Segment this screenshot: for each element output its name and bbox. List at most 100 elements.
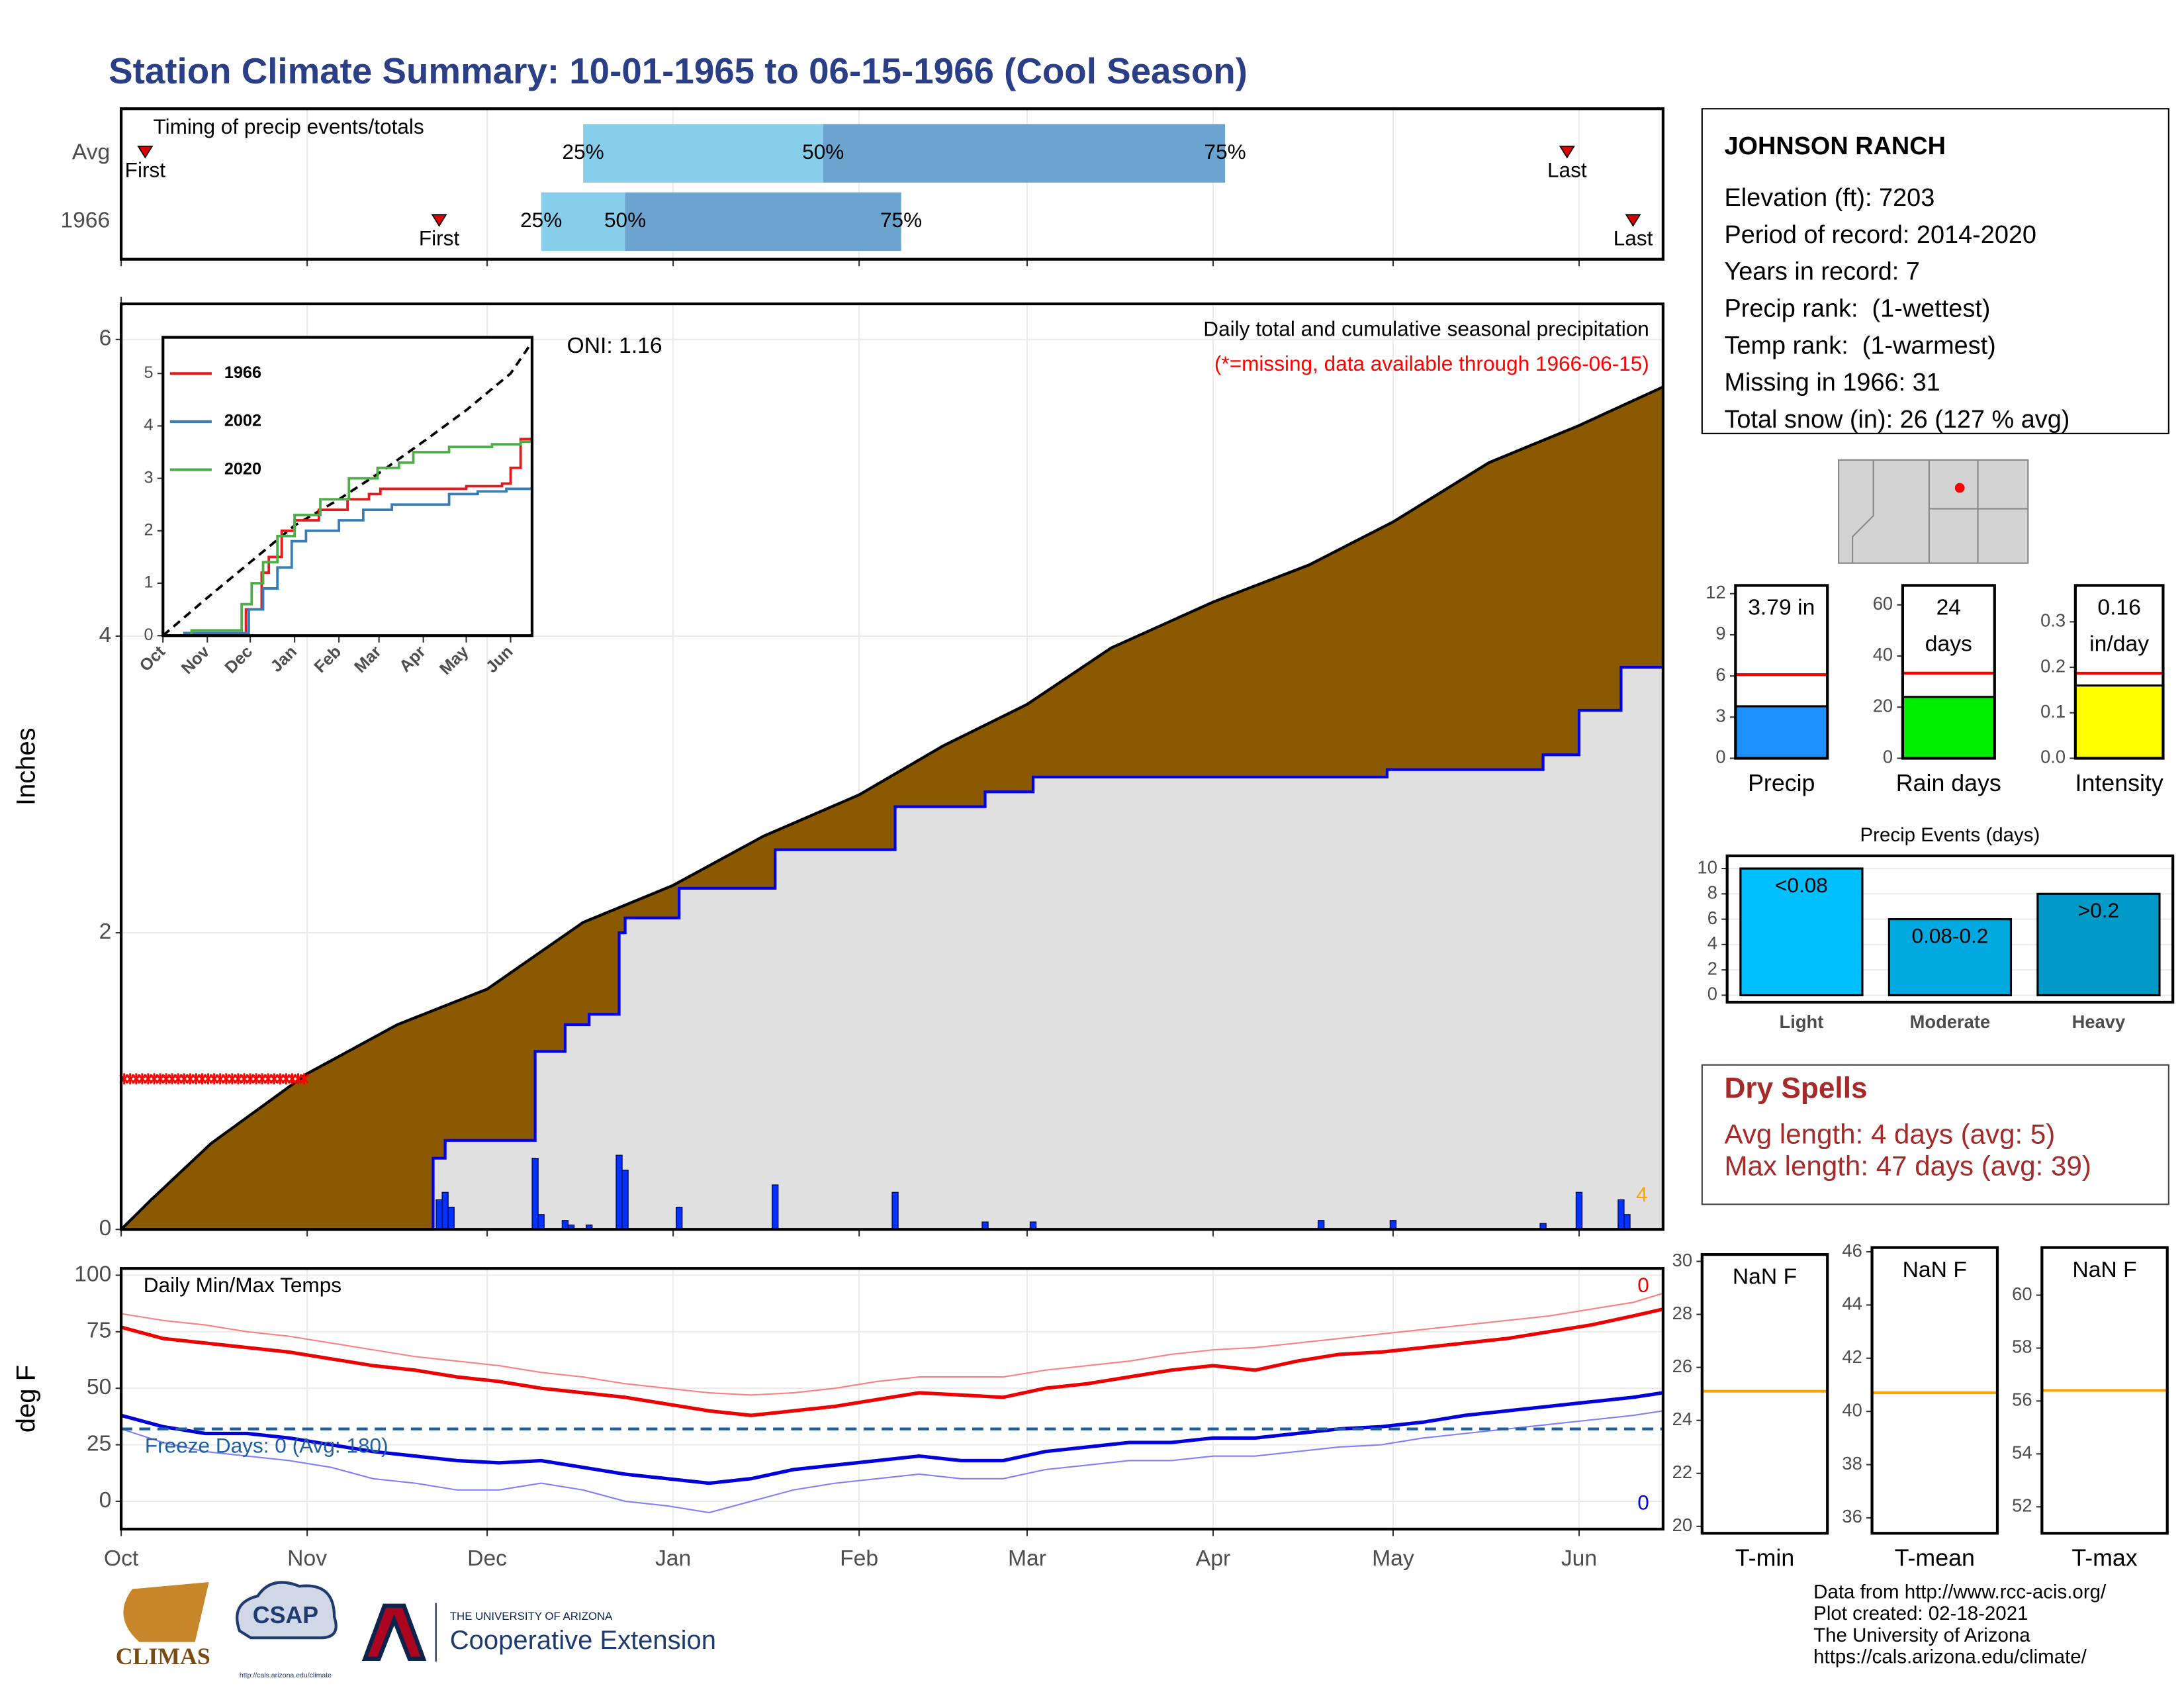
plot-frame: [1870, 1246, 1999, 1535]
climas-logo-shape: [123, 1581, 209, 1642]
dry-spells-box: [1701, 1064, 2169, 1205]
station-box: [1701, 108, 2169, 434]
y-tick-label: 40: [1873, 644, 1893, 665]
y-tick-label: 9: [1715, 623, 1725, 643]
y-tick-label: 60: [2012, 1284, 2032, 1304]
category-label: T-min: [1735, 1545, 1794, 1571]
csap-url: http://cals.arizona.edu/climate: [240, 1671, 332, 1679]
value-label: NaN F: [1902, 1258, 1967, 1283]
y-tick-label: 38: [1842, 1453, 1862, 1474]
value-label: 0.16 in/day: [2089, 596, 2150, 657]
quartile-label: 50%: [604, 208, 646, 232]
legend-label: 2002: [224, 412, 261, 430]
category-label: Heavy: [2072, 1011, 2126, 1032]
y-tick-label: 20: [1873, 695, 1893, 716]
legend-label: 1966: [224, 363, 261, 382]
plot-background: [1872, 1247, 1997, 1534]
y-tick-label: 25: [87, 1431, 111, 1456]
event-label: First: [419, 226, 460, 250]
quartile-label: 75%: [1205, 140, 1246, 164]
y-axis-label: Inches: [12, 727, 41, 806]
series-line: [162, 341, 533, 637]
y-tick-label: 44: [1842, 1293, 1862, 1314]
event-marker: [137, 146, 154, 159]
quartile-label: 75%: [880, 208, 922, 232]
y-tick-label: 6: [99, 326, 112, 351]
category-label: T-max: [2071, 1545, 2137, 1571]
x-tick-label: Mar: [1008, 1546, 1046, 1571]
y-tick-label: 4: [99, 623, 112, 647]
y-tick-label: 20: [1672, 1515, 1692, 1535]
csap-logo-shape: [236, 1581, 338, 1640]
y-tick-label: 12: [1706, 582, 1725, 602]
y-tick-label: 0: [144, 626, 153, 644]
bar: [1739, 867, 1864, 997]
station-line: Period of record: 2014-2020: [1724, 221, 2036, 249]
y-tick-label: 0.1: [2040, 701, 2066, 722]
daily-bar: [621, 1169, 629, 1230]
cumulative-line: [120, 385, 1664, 1231]
value-label-box: NaN F: [2072, 1258, 2137, 1283]
plot-frame: [119, 302, 1664, 1231]
daily-bar: [676, 1206, 683, 1230]
station-line: Precip rank: (1-wettest): [1724, 295, 1990, 323]
y-tick-label: 6: [1715, 664, 1725, 684]
y-tick-label: 46: [1842, 1240, 1862, 1260]
state-map: [1838, 459, 2029, 564]
value-label-box: 3.79 in: [1748, 596, 1815, 621]
quartile-label: 25%: [520, 208, 562, 232]
value-label: NaN F: [2072, 1258, 2137, 1283]
y-axis-label: deg F: [12, 1365, 41, 1432]
footer-line: Data from http://www.rcc-acis.org/: [1813, 1581, 2107, 1603]
y-tick-label: 0: [99, 1216, 112, 1241]
category-label: Moderate: [1910, 1011, 1991, 1032]
y-tick-label: 75: [87, 1319, 111, 1343]
annotation: 0: [1637, 1490, 1649, 1514]
event-marker: [1559, 146, 1575, 159]
temp-line: [120, 1391, 1664, 1485]
chart-title: Daily Min/Max Temps: [144, 1273, 341, 1297]
y-tick-label: 4: [144, 416, 153, 434]
temp-line: [120, 1292, 1664, 1396]
y-tick-label: 2: [99, 919, 112, 944]
daily-bar: [537, 1214, 545, 1230]
series-line: [163, 438, 532, 637]
bar: [1901, 696, 1996, 760]
logos: CLIMAS CSAP http://cals.arizona.edu/clim…: [116, 1581, 716, 1679]
y-tick-label: 10: [1698, 857, 1717, 877]
y-tick-label: 0: [99, 1488, 112, 1513]
y-tick-label: 8: [1707, 882, 1717, 903]
quartile-bar: [823, 124, 1226, 183]
y-tick-label: 0.2: [2040, 655, 2066, 676]
dry-spells-line: Max length: 47 days (avg: 39): [1724, 1150, 2091, 1182]
station-name: JOHNSON RANCH: [1724, 132, 1946, 160]
value-label: 3.79 in: [1748, 596, 1815, 621]
station-line: Years in record: 7: [1724, 258, 1919, 286]
value-label: 24 days: [1925, 596, 1972, 657]
daily-bar: [1623, 1214, 1631, 1230]
plot-frame: [1725, 854, 2175, 1004]
page-title: Station Climate Summary: 10-01-1965 to 0…: [109, 50, 1248, 91]
value-label-box: 24 days: [1925, 596, 1972, 657]
y-tick-label: 0.3: [2040, 610, 2066, 631]
annotation: ONI: 1.16: [567, 334, 662, 358]
value-label-box: 0.16 in/day: [2089, 596, 2150, 657]
plot-background: [1702, 1254, 1828, 1534]
y-tick-label: 4: [1707, 933, 1717, 953]
area-fill: [121, 667, 1663, 1230]
y-tick-label: 2: [1707, 958, 1717, 978]
y-tick-label: 36: [1842, 1506, 1862, 1526]
annotation: 4: [1636, 1182, 1648, 1206]
value-label: 0.08-0.2: [1912, 923, 1989, 947]
state-borders: [1852, 459, 2028, 563]
daily-bar: [435, 1199, 443, 1230]
y-tick-label: 22: [1672, 1462, 1692, 1482]
csap-logo: CSAP: [253, 1602, 318, 1628]
daily-bar: [531, 1158, 539, 1230]
footer-line: https://cals.arizona.edu/climate/: [1813, 1646, 2087, 1668]
bar: [2074, 684, 2165, 760]
event-label: Last: [1614, 226, 1653, 250]
plot-frame: [119, 107, 1664, 261]
daily-bar: [1575, 1192, 1583, 1230]
